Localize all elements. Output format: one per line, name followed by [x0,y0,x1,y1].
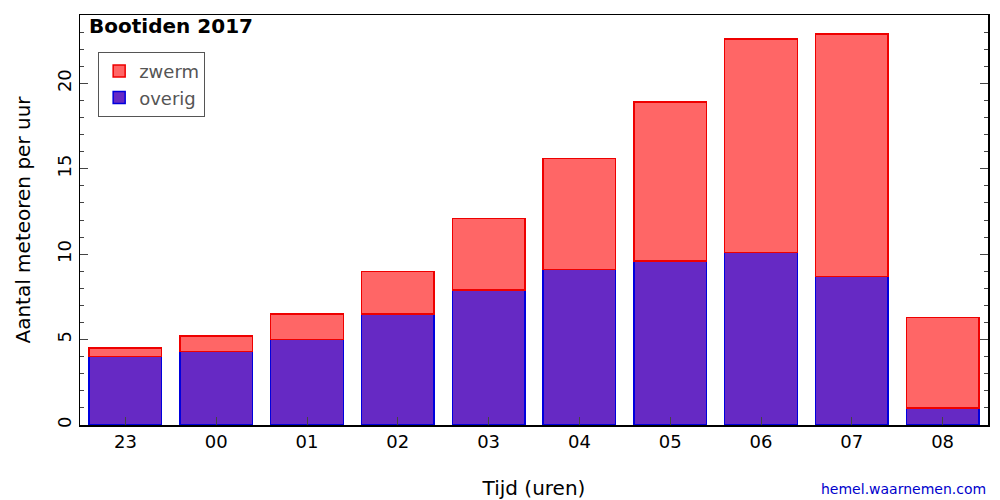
svg-text:01: 01 [296,431,319,452]
svg-text:20: 20 [54,69,75,92]
svg-text:hemel.waarnemen.com: hemel.waarnemen.com [821,481,986,497]
svg-text:5: 5 [54,331,75,342]
svg-text:Aantal meteoren per uur: Aantal meteoren per uur [11,96,35,344]
svg-text:03: 03 [477,431,500,452]
svg-text:15: 15 [54,155,75,178]
svg-text:04: 04 [568,431,591,452]
svg-text:10: 10 [54,240,75,263]
svg-text:02: 02 [386,431,409,452]
svg-text:zwerm: zwerm [139,61,199,82]
svg-text:Bootiden 2017: Bootiden 2017 [89,14,253,38]
svg-text:08: 08 [931,431,954,452]
svg-text:23: 23 [114,431,137,452]
svg-text:0: 0 [54,417,75,428]
svg-text:06: 06 [750,431,773,452]
svg-text:07: 07 [840,431,863,452]
svg-text:05: 05 [659,431,682,452]
svg-text:Tijd (uren): Tijd (uren) [482,476,586,500]
svg-text:00: 00 [205,431,228,452]
svg-text:overig: overig [139,88,196,109]
